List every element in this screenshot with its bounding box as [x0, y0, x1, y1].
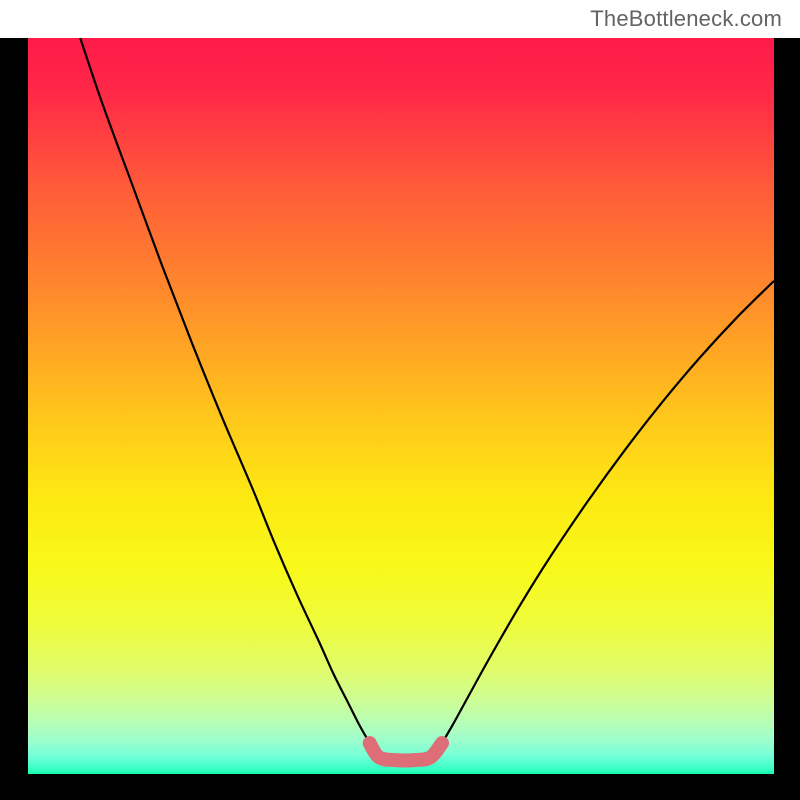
watermark-text: TheBottleneck.com — [590, 6, 782, 32]
gradient-background — [28, 38, 774, 774]
plot-svg — [28, 38, 774, 774]
header-bar: TheBottleneck.com — [0, 0, 800, 38]
plot-area — [28, 38, 774, 774]
